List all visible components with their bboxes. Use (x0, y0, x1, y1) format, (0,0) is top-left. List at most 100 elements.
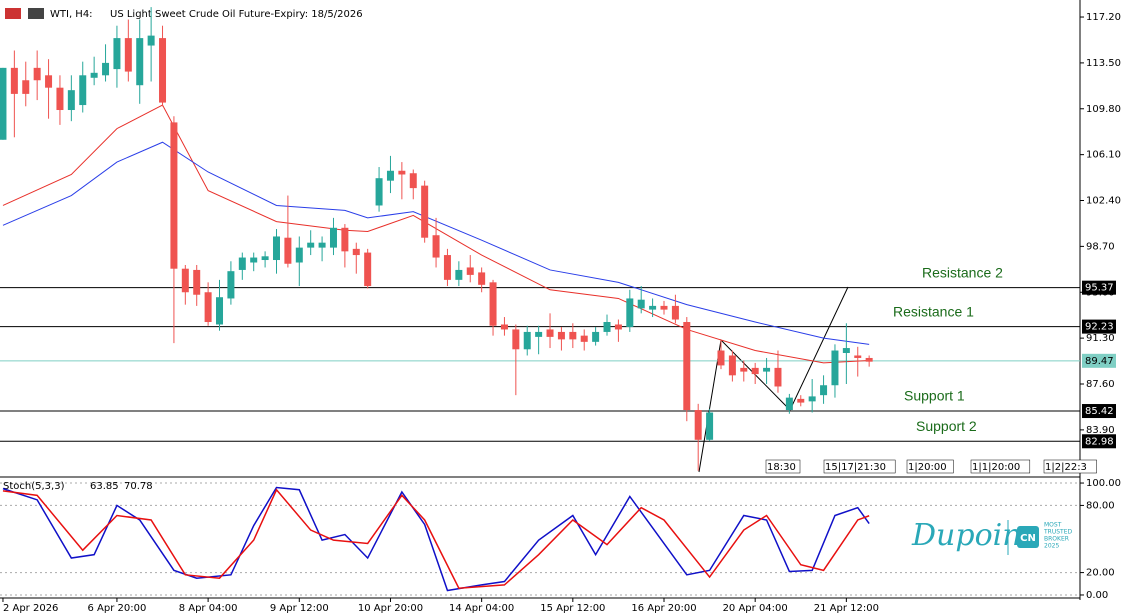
badge-box (1017, 526, 1039, 548)
candle-body (671, 305, 679, 320)
candle-body (33, 67, 41, 81)
candle-body (740, 367, 748, 372)
candle-body (489, 282, 497, 326)
level-box (1082, 353, 1116, 368)
candle-body (466, 267, 474, 275)
candle-body (785, 397, 793, 411)
candle-body (79, 75, 87, 106)
candle-body (592, 331, 600, 342)
x-tick-label: 14 Apr 04:00 (449, 603, 514, 614)
candle-body (329, 227, 337, 248)
time-marker: 1|20:00 (908, 462, 947, 473)
candle-body (500, 324, 508, 330)
candle-body (386, 170, 394, 181)
candle-body (569, 331, 577, 340)
y-tick-label: 91.30 (1086, 333, 1115, 344)
y-tick-label: 106.10 (1086, 150, 1121, 161)
award: MOST (1044, 522, 1062, 529)
series-line (2, 141, 870, 345)
x-tick-label: 15 Apr 12:00 (540, 603, 605, 614)
candle-body (227, 271, 235, 299)
candle-body (10, 67, 18, 94)
candle-body (124, 38, 132, 72)
time-marker-box (823, 459, 896, 474)
time-marker: 1|1|20:00 (972, 462, 1020, 473)
candle-body (706, 412, 714, 440)
candle-body (535, 331, 543, 337)
badge: CN (1020, 533, 1036, 544)
candle-body (820, 385, 828, 396)
candle-body (455, 269, 463, 280)
candle-body (398, 170, 406, 175)
description: US Light Sweet Crude Oil Future-Expiry: … (110, 9, 363, 20)
candle-body (637, 299, 645, 309)
x-tick-label: 6 Apr 20:00 (88, 603, 147, 614)
level-box (1082, 280, 1116, 295)
candle-body (751, 367, 759, 375)
candle-body (0, 67, 7, 140)
candle-body (272, 236, 280, 261)
candle-body (67, 90, 75, 111)
candle-body (831, 350, 839, 386)
candle-body (443, 255, 451, 280)
candle-body (546, 329, 554, 337)
candle-body (90, 72, 98, 78)
candle-body (478, 272, 486, 285)
x-tick-label: 8 Apr 04:00 (179, 603, 238, 614)
level-value: 85.42 (1085, 406, 1114, 417)
candle-body (22, 80, 30, 94)
y-tick-label: 102.40 (1086, 196, 1121, 207)
candle-body (626, 298, 634, 327)
time-marker-box (906, 459, 954, 474)
candle-body (307, 242, 315, 248)
candle-body (170, 122, 178, 269)
candle-body (865, 357, 873, 362)
level-label: Support 1 (904, 388, 965, 404)
candle-body (375, 178, 383, 206)
x-tick-label: 9 Apr 12:00 (270, 603, 329, 614)
time-marker: 18:30 (767, 462, 796, 473)
indicator-value: 63.85 (90, 481, 119, 492)
candle-body (432, 235, 440, 258)
candle-body (238, 257, 246, 270)
candle-body (284, 237, 292, 264)
candle-body (774, 367, 782, 387)
candle-body (717, 350, 725, 366)
x-tick-label: 21 Apr 12:00 (814, 603, 879, 614)
y-tick-label: 113.50 (1086, 58, 1121, 69)
level-label: Resistance 1 (893, 303, 974, 319)
x-tick-label: 2 Apr 2026 (3, 603, 58, 614)
series-line (2, 486, 870, 592)
candle-body (102, 62, 110, 76)
level-value: 82.98 (1085, 436, 1114, 447)
series-line (2, 488, 870, 590)
candle-body (261, 256, 269, 261)
level-label: Support 2 (916, 418, 977, 434)
candle-body (728, 355, 736, 376)
candle-body (842, 348, 850, 354)
candle-body (421, 185, 429, 238)
time-marker-box (765, 459, 801, 474)
y-tick-label: 0.00 (1086, 590, 1108, 601)
candle-body (250, 257, 258, 263)
candle-body (56, 87, 64, 111)
level-label: Resistance 2 (922, 264, 1003, 280)
candle-body (854, 355, 862, 358)
level-value: 89.47 (1085, 356, 1114, 367)
candle-body (557, 331, 565, 340)
level-box (1082, 404, 1116, 419)
time-marker: 15|17|21:30 (825, 462, 886, 473)
candle-body (683, 322, 691, 411)
award: 2025 (1044, 543, 1059, 550)
indicator-value: 70.78 (124, 481, 153, 492)
candle-body (580, 335, 588, 342)
candle-body (318, 242, 326, 248)
candle-body (193, 269, 201, 295)
candle-body (603, 322, 611, 332)
candle-body (409, 173, 417, 189)
y-tick-label: 87.60 (1086, 379, 1115, 390)
candle-body (45, 75, 53, 88)
candle-body (797, 398, 805, 403)
